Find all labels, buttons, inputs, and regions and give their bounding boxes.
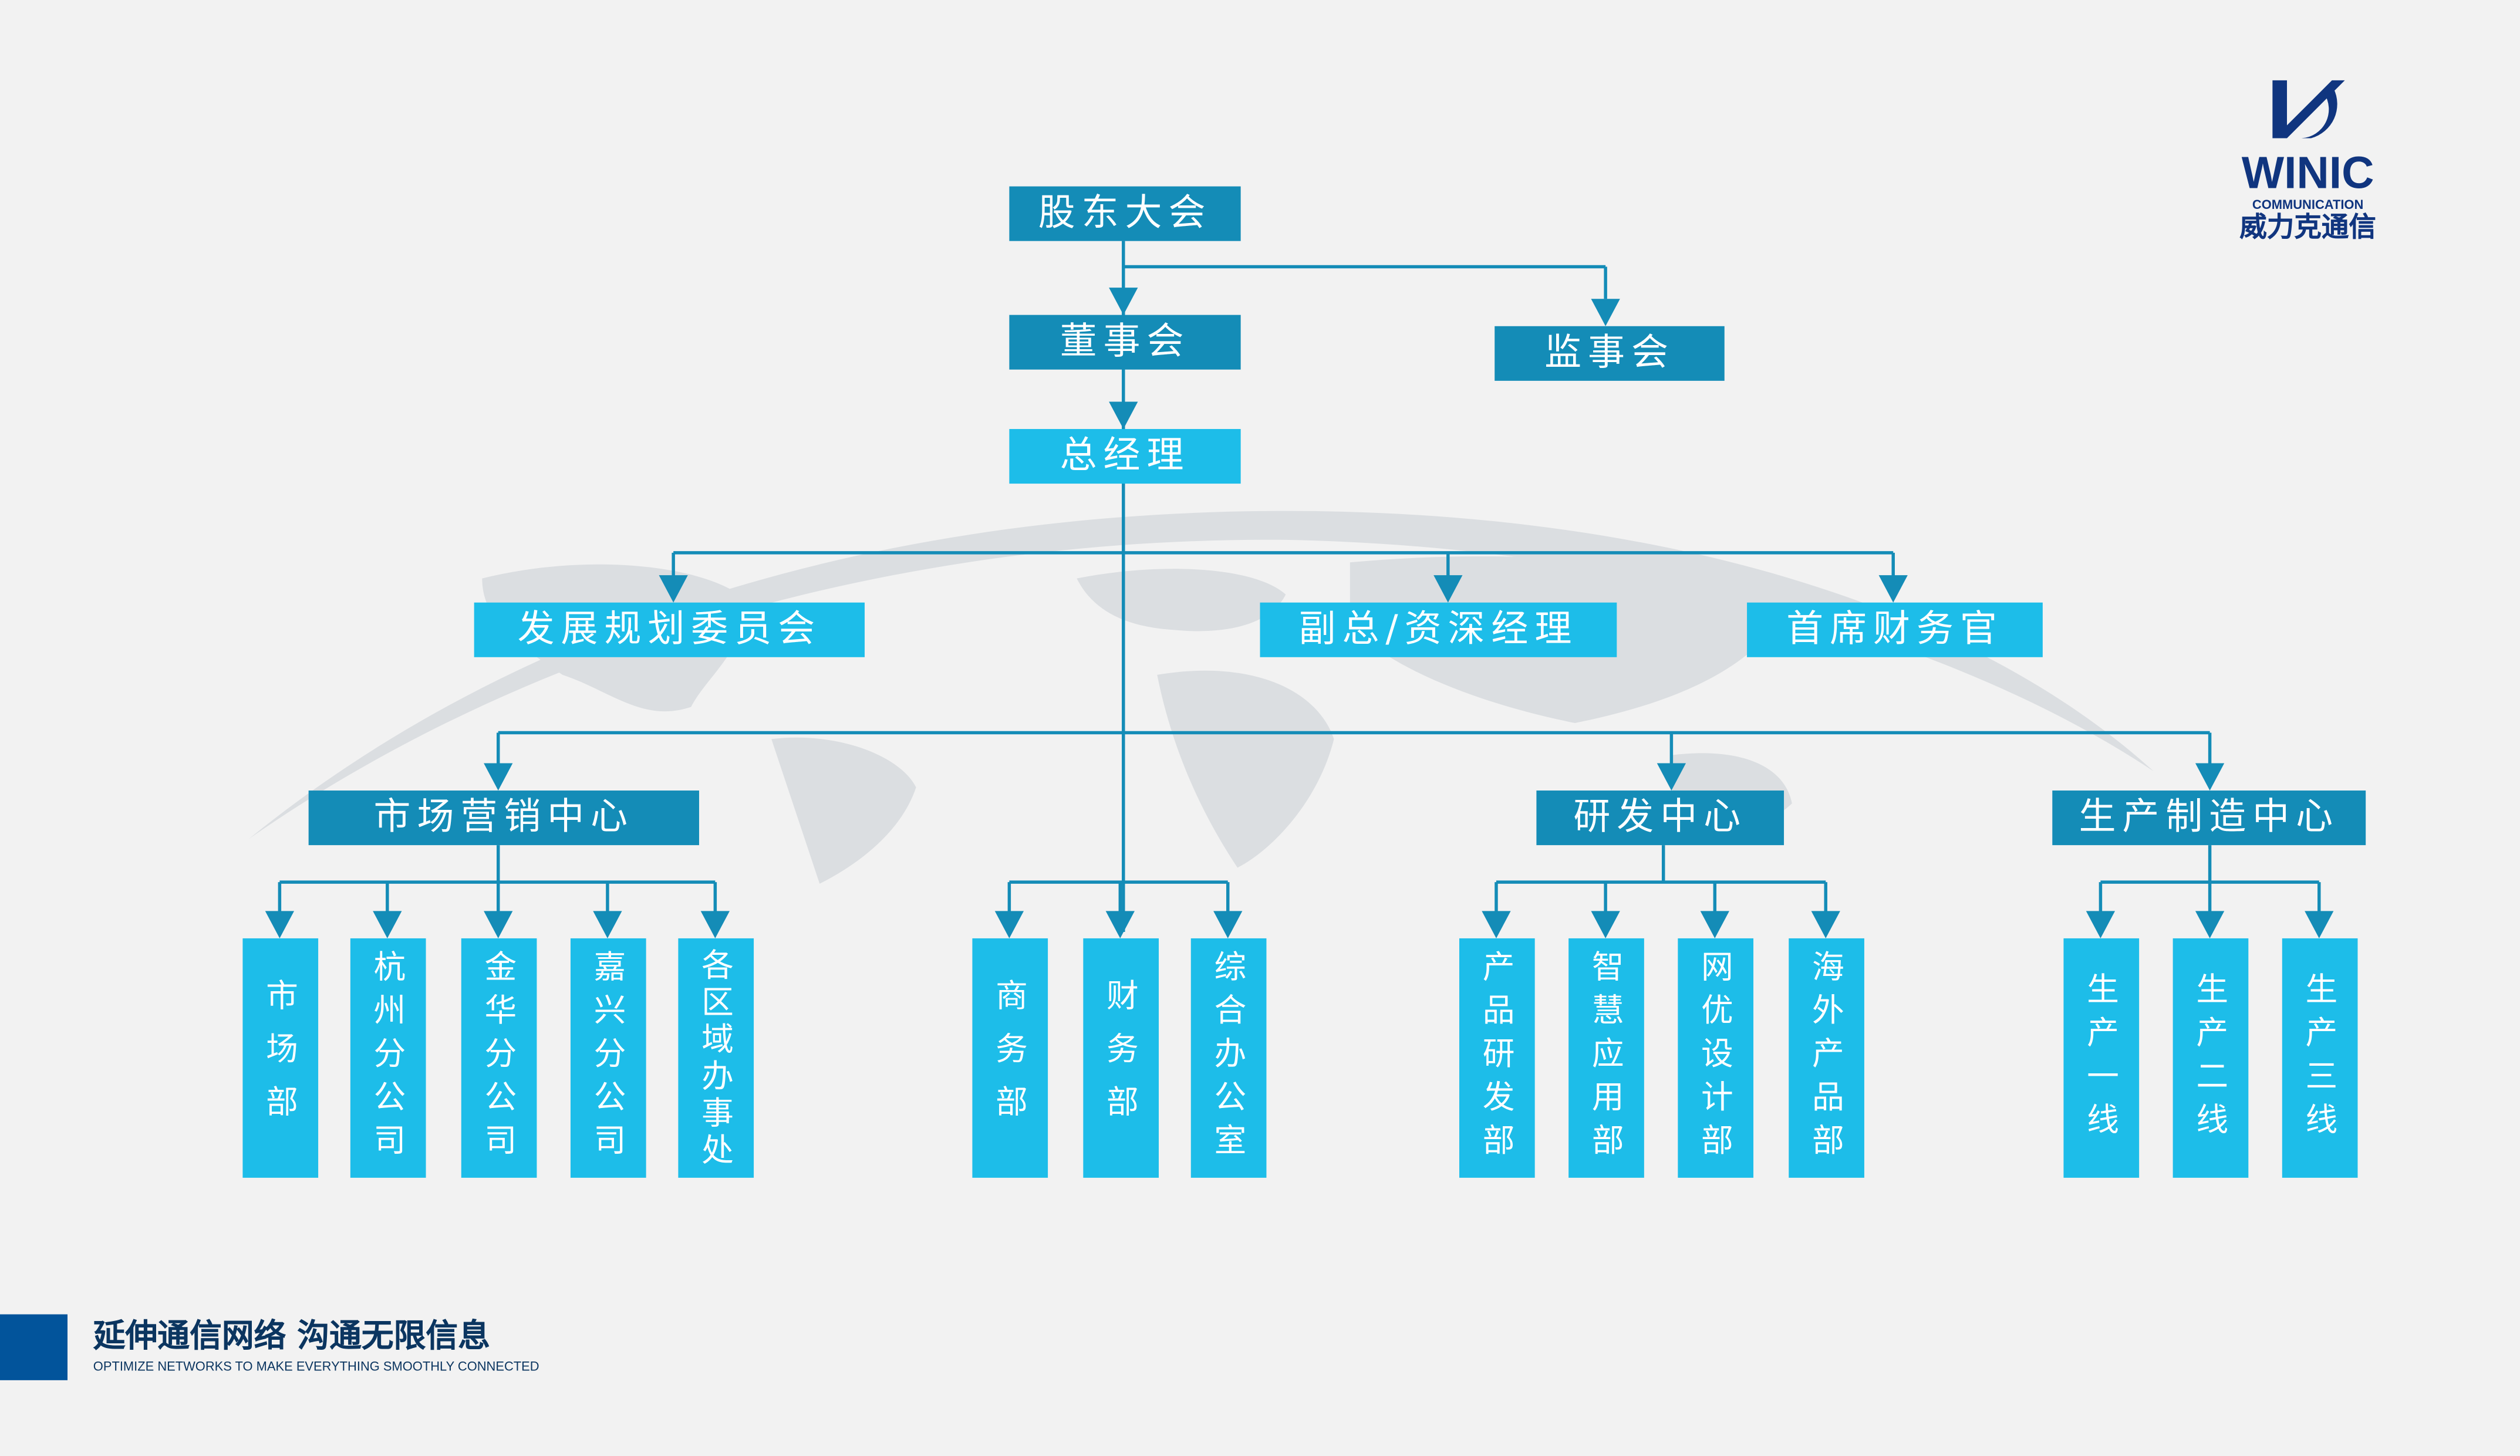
- department-label: 智慧应用部: [1586, 950, 1625, 1167]
- node-label: 发展规划委员会: [517, 608, 822, 650]
- department-direct[interactable]: 财务部: [1082, 938, 1158, 1178]
- department-label: 商务部: [990, 978, 1029, 1138]
- node-label: 监事会: [1544, 332, 1675, 374]
- arrow-down-icon: [1878, 575, 1908, 603]
- arrow-down-icon: [1811, 911, 1840, 938]
- node-label: 股东大会: [1038, 192, 1212, 234]
- arrow-down-icon: [1433, 575, 1463, 603]
- arrow-down-icon: [2086, 911, 2116, 938]
- department-direct[interactable]: 商务部: [971, 938, 1047, 1178]
- logo-sub: COMMUNICATION: [2252, 197, 2364, 212]
- department-label: 综合办公室: [1208, 950, 1247, 1167]
- arrow-down-icon: [659, 575, 688, 603]
- department-label: 嘉兴分公司: [588, 950, 627, 1167]
- arrow-down-icon: [1482, 911, 1511, 938]
- arrow-down-icon: [994, 911, 1024, 938]
- arrow-down-icon: [1700, 911, 1729, 938]
- arrow-down-icon: [1591, 299, 1620, 326]
- department-manufacturing[interactable]: 生产二线: [2172, 938, 2248, 1178]
- node-label: 副总/资深经理: [1298, 608, 1578, 650]
- arrow-down-icon: [1105, 911, 1135, 938]
- node-rd-center[interactable]: 研发中心: [1536, 791, 1784, 846]
- node-supervisors[interactable]: 监事会: [1495, 326, 1725, 381]
- arrow-down-icon: [484, 911, 513, 938]
- arrow-down-icon: [700, 911, 730, 938]
- arrow-down-icon: [1109, 288, 1138, 315]
- department-label: 杭州分公司: [367, 950, 407, 1167]
- department-rd[interactable]: 网优设计部: [1676, 938, 1753, 1178]
- department-marketing[interactable]: 市场部: [242, 938, 318, 1178]
- node-label: 总经理: [1060, 434, 1190, 477]
- footer-tagline: OPTIMIZE NETWORKS TO MAKE EVERYTHING SMO…: [93, 1359, 539, 1374]
- node-cfo[interactable]: 首席财务官: [1747, 602, 2043, 657]
- node-label: 市场营销中心: [373, 796, 635, 838]
- department-label: 金华分公司: [478, 950, 518, 1167]
- node-label: 研发中心: [1573, 796, 1748, 838]
- arrow-down-icon: [2305, 911, 2334, 938]
- arrow-down-icon: [265, 911, 295, 938]
- arrow-down-icon: [1657, 763, 1686, 791]
- department-label: 网优设计部: [1695, 950, 1735, 1167]
- department-manufacturing[interactable]: 生产三线: [2281, 938, 2357, 1178]
- node-vp[interactable]: 副总/资深经理: [1260, 602, 1617, 657]
- node-label: 董事会: [1060, 320, 1190, 363]
- department-manufacturing[interactable]: 生产一线: [2063, 938, 2138, 1178]
- logo-cn: 威力克通信: [2239, 212, 2376, 245]
- arrow-down-icon: [484, 763, 513, 791]
- node-gm[interactable]: 总经理: [1009, 429, 1241, 484]
- department-direct[interactable]: 综合办公室: [1190, 938, 1266, 1178]
- department-label: 财务部: [1101, 978, 1140, 1138]
- arrow-down-icon: [1213, 911, 1243, 938]
- arrow-down-icon: [373, 911, 402, 938]
- department-marketing[interactable]: 金华分公司: [460, 938, 537, 1178]
- node-label: 首席财务官: [1786, 608, 2003, 650]
- connector-lines: [265, 241, 2334, 938]
- department-label: 各区域办事处: [696, 947, 735, 1169]
- node-planning[interactable]: 发展规划委员会: [474, 602, 865, 657]
- footer-block: [0, 1314, 68, 1380]
- arrow-down-icon: [1591, 911, 1620, 938]
- node-manufacturing-center[interactable]: 生产制造中心: [2052, 791, 2366, 846]
- department-rd[interactable]: 海外产品部: [1787, 938, 1864, 1178]
- footer-slogan: 延伸通信网络 沟通无限信息: [93, 1316, 490, 1355]
- node-board[interactable]: 董事会: [1009, 315, 1241, 370]
- arrow-down-icon: [2195, 911, 2225, 938]
- logo-mark-icon: [2272, 80, 2345, 138]
- department-marketing[interactable]: 杭州分公司: [349, 938, 426, 1178]
- node-label: 生产制造中心: [2079, 796, 2339, 838]
- department-label: 生产三线: [2299, 971, 2339, 1145]
- department-rd[interactable]: 智慧应用部: [1567, 938, 1644, 1178]
- node-marketing-center[interactable]: 市场营销中心: [308, 791, 699, 846]
- department-rd[interactable]: 产品研发部: [1458, 938, 1534, 1178]
- department-label: 市场部: [260, 978, 299, 1138]
- department-label: 产品研发部: [1477, 950, 1516, 1167]
- department-label: 生产二线: [2190, 971, 2229, 1145]
- department-label: 生产一线: [2081, 971, 2120, 1145]
- logo-name: WINIC: [2241, 147, 2374, 198]
- node-shareholders[interactable]: 股东大会: [1009, 186, 1241, 241]
- arrow-down-icon: [1109, 401, 1138, 430]
- department-label: 海外产品部: [1806, 950, 1846, 1167]
- arrow-down-icon: [593, 911, 622, 938]
- arrow-down-icon: [2195, 763, 2225, 791]
- department-marketing[interactable]: 嘉兴分公司: [569, 938, 646, 1178]
- department-marketing[interactable]: 各区域办事处: [677, 938, 753, 1178]
